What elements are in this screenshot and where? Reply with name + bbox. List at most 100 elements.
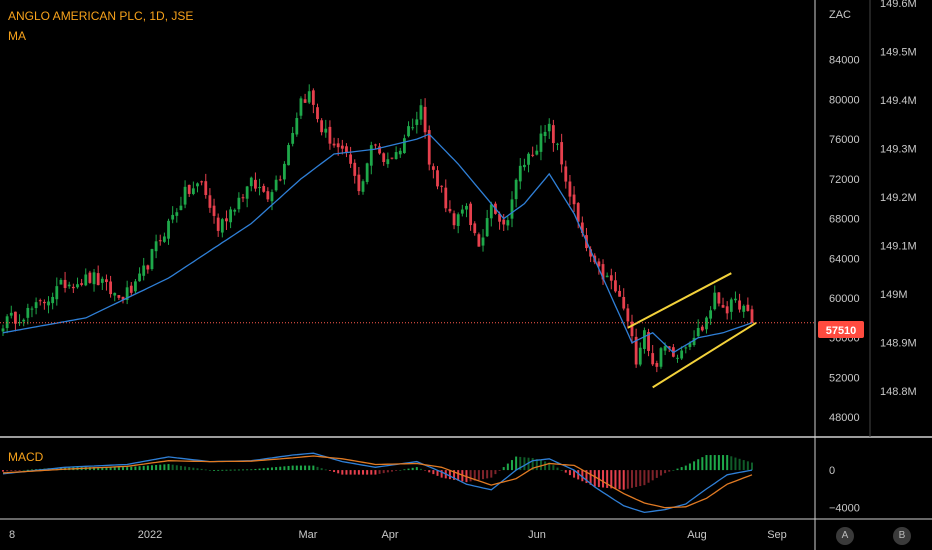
candle	[336, 138, 340, 156]
candle	[179, 196, 183, 211]
price-tick-label: 60000	[829, 293, 860, 305]
candle-body	[183, 186, 187, 205]
candle-body	[531, 154, 535, 156]
candle	[750, 305, 754, 324]
secondary-tick-label: 149.6M	[880, 0, 917, 10]
macd-hist-bar	[258, 468, 261, 471]
macd-hist-bar	[200, 468, 203, 471]
candle	[245, 185, 249, 208]
macd-hist-bar	[573, 470, 576, 478]
candle-body	[547, 123, 551, 132]
candle	[316, 103, 319, 123]
candle	[564, 160, 568, 189]
macd-hist-bar	[328, 470, 331, 471]
candle	[262, 183, 266, 193]
candle	[427, 125, 431, 171]
candle	[556, 142, 559, 151]
candle-body	[212, 205, 216, 216]
candle-body	[465, 205, 468, 210]
candle-body	[659, 348, 663, 367]
candle-body	[38, 300, 42, 302]
candle-body	[196, 183, 199, 187]
candle-body	[307, 91, 311, 103]
b-button[interactable]: B	[893, 527, 911, 545]
candle-body	[22, 319, 26, 322]
macd-hist-bar	[270, 467, 273, 471]
candle-body	[609, 275, 613, 281]
candle-body	[320, 120, 324, 133]
macd-hist-bar	[184, 466, 187, 471]
candle-body	[109, 281, 112, 295]
candle	[705, 316, 708, 334]
candle-body	[398, 150, 402, 155]
macd-hist-bar	[428, 470, 431, 473]
macd-indicator-label[interactable]: MACD	[8, 450, 44, 464]
ma-indicator-label[interactable]: MA	[8, 29, 26, 43]
candle-body	[134, 281, 137, 292]
macd-hist-bar	[299, 465, 302, 471]
macd-hist-bar	[726, 455, 729, 471]
candle	[216, 213, 220, 237]
candle	[407, 121, 410, 138]
candle-body	[431, 166, 435, 170]
macd-axis[interactable]: 0 −4000	[829, 465, 860, 515]
channel-upper-line[interactable]	[627, 272, 732, 329]
macd-hist-bar	[337, 470, 340, 474]
macd-tick-label: −4000	[829, 503, 860, 515]
auto-scale-button[interactable]: A	[836, 527, 854, 545]
candle	[572, 186, 576, 212]
candle-body	[59, 279, 63, 285]
candle	[175, 208, 179, 223]
candle-body	[30, 308, 34, 310]
secondary-tick-label: 149.1M	[880, 241, 917, 253]
candle-body	[9, 312, 13, 316]
macd-hist-bar	[357, 470, 360, 475]
candle-body	[411, 127, 415, 129]
candle-body	[510, 199, 514, 219]
candle	[117, 295, 121, 300]
candle-body	[407, 126, 410, 137]
candle-body	[262, 185, 266, 192]
candle-body	[676, 357, 679, 359]
candle	[320, 118, 324, 136]
candle	[229, 206, 232, 229]
channel-lower-line[interactable]	[652, 321, 757, 389]
macd-hist-bar	[134, 466, 137, 471]
candle-body	[105, 279, 108, 283]
candle-body	[498, 213, 501, 222]
macd-hist-bar	[59, 467, 62, 471]
macd-hist-bar	[693, 461, 696, 471]
macd-hist-bar	[655, 470, 658, 478]
candle	[26, 303, 30, 325]
macd-hist-bar	[440, 470, 443, 478]
candle-body	[245, 186, 249, 199]
candle-body	[336, 143, 340, 148]
macd-hist-bar	[581, 470, 584, 482]
price-tick-label: 68000	[829, 214, 860, 226]
candle	[605, 272, 609, 278]
price-axis[interactable]: 8400080000760007200068000640006000056000…	[829, 55, 860, 424]
macd-hist-bar	[705, 455, 708, 471]
candle-body	[295, 118, 299, 135]
candle-body	[266, 191, 270, 200]
candle	[100, 276, 104, 290]
macd-hist-bar	[556, 467, 559, 471]
candle-body	[274, 179, 278, 191]
macd-hist-bar	[312, 465, 315, 471]
price-tick-label: 48000	[829, 412, 860, 424]
candle	[30, 306, 34, 318]
candle-body	[692, 337, 696, 346]
macd-hist-bar	[539, 460, 542, 471]
candle	[150, 248, 154, 271]
macd-hist-bar	[477, 470, 480, 480]
macd-hist-bar	[341, 470, 344, 475]
symbol-title[interactable]: ANGLO AMERICAN PLC, 1D, JSE	[8, 9, 194, 23]
macd-hist-bar	[568, 470, 571, 476]
candle	[196, 182, 199, 193]
macd-hist-bar	[146, 465, 149, 471]
candle	[67, 281, 71, 289]
candle	[734, 291, 737, 303]
macd-hist-bar	[519, 456, 522, 471]
time-axis[interactable]: 8 2022 Mar Apr Jun Aug Sep	[9, 529, 787, 541]
